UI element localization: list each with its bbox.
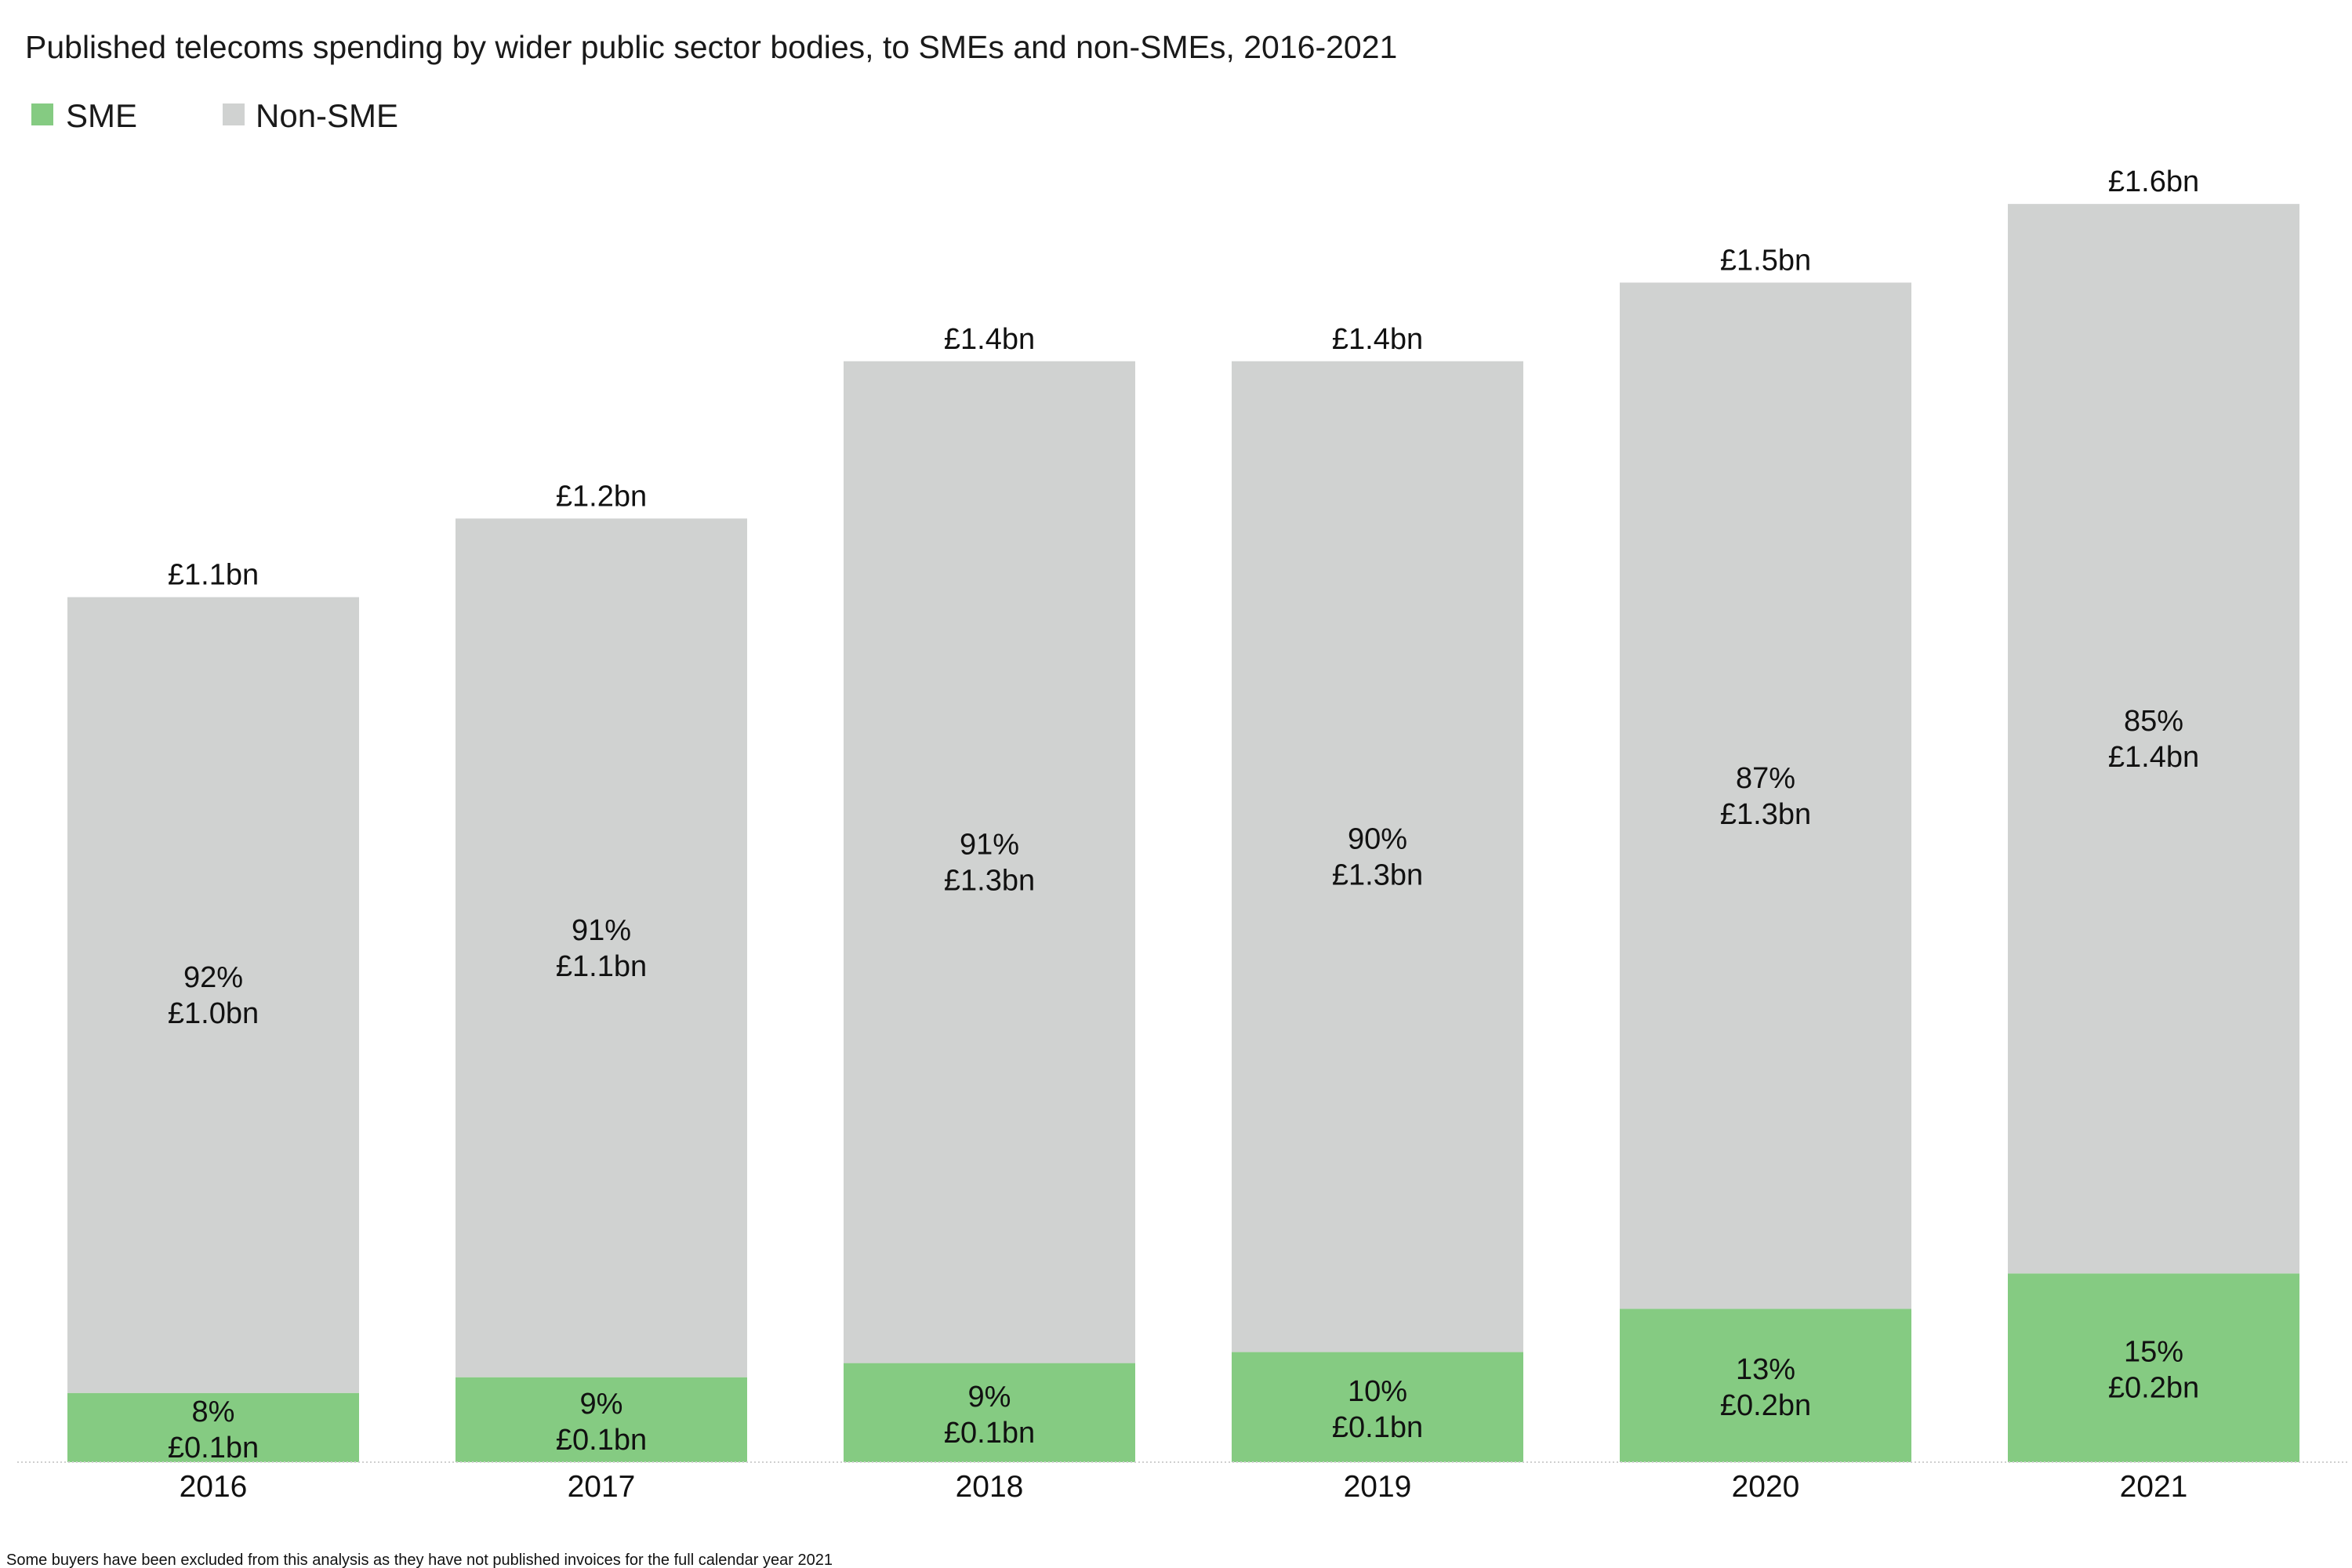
non-sme-pct-label-2020: 87%: [1736, 762, 1795, 795]
sme-pct-label-2019: 10%: [1348, 1375, 1407, 1408]
bar-segment-sme-2020: [1620, 1308, 1911, 1462]
non-sme-pct-label-2016: 92%: [183, 961, 243, 994]
sme-pct-label-2020: 13%: [1736, 1353, 1795, 1386]
footnote: Some buyers have been excluded from this…: [6, 1552, 833, 1568]
total-label-2020: £1.5bn: [1720, 244, 1811, 277]
bar-segment-sme-2019: [1232, 1352, 1523, 1462]
bar-segment-non-sme-2021: [2008, 204, 2299, 1274]
sme-value-label-2017: £0.1bn: [556, 1424, 647, 1457]
x-tick-label-2020: 2020: [1732, 1470, 1800, 1504]
legend: SME Non-SME: [31, 97, 398, 134]
sme-pct-label-2021: 15%: [2124, 1336, 2183, 1369]
non-sme-pct-label-2017: 91%: [572, 914, 631, 947]
legend-swatch-non-sme: [223, 103, 245, 125]
non-sme-value-label-2020: £1.3bn: [1720, 798, 1811, 831]
non-sme-pct-label-2021: 85%: [2124, 705, 2183, 738]
bar-segment-non-sme-2018: [844, 361, 1135, 1363]
sme-pct-label-2017: 9%: [580, 1388, 623, 1421]
non-sme-pct-label-2019: 90%: [1348, 823, 1407, 856]
non-sme-value-label-2016: £1.0bn: [168, 997, 259, 1030]
x-tick-label-2021: 2021: [2120, 1470, 2188, 1504]
total-label-2021: £1.6bn: [2108, 165, 2199, 198]
bar-segment-non-sme-2020: [1620, 282, 1911, 1309]
sme-value-label-2019: £0.1bn: [1332, 1411, 1423, 1444]
sme-value-label-2021: £0.2bn: [2108, 1372, 2199, 1405]
bar-segment-non-sme-2017: [456, 518, 747, 1377]
total-label-2017: £1.2bn: [556, 480, 647, 513]
sme-value-label-2020: £0.2bn: [1720, 1389, 1811, 1422]
bar-segment-sme-2016: [67, 1392, 359, 1462]
chart-title: Published telecoms spending by wider pub…: [25, 29, 1397, 65]
sme-value-label-2016: £0.1bn: [168, 1432, 259, 1465]
non-sme-pct-label-2018: 91%: [960, 829, 1019, 862]
sme-value-label-2018: £0.1bn: [944, 1417, 1035, 1450]
total-label-2016: £1.1bn: [168, 559, 259, 592]
legend-label-sme: SME: [66, 97, 137, 134]
non-sme-value-label-2018: £1.3bn: [944, 865, 1035, 898]
non-sme-value-label-2017: £1.1bn: [556, 950, 647, 983]
x-tick-label-2019: 2019: [1344, 1470, 1412, 1504]
plot-area: 8%£0.1bn92%£1.0bn£1.1bn20169%£0.1bn91%£1…: [67, 165, 2299, 1504]
bar-segment-sme-2021: [2008, 1273, 2299, 1462]
x-tick-label-2018: 2018: [956, 1470, 1024, 1504]
x-tick-label-2017: 2017: [568, 1470, 636, 1504]
non-sme-value-label-2021: £1.4bn: [2108, 741, 2199, 774]
bar-segment-non-sme-2016: [67, 597, 359, 1393]
sme-pct-label-2016: 8%: [192, 1396, 235, 1428]
legend-label-non-sme: Non-SME: [256, 97, 398, 134]
total-label-2018: £1.4bn: [944, 323, 1035, 356]
sme-pct-label-2018: 9%: [968, 1381, 1011, 1414]
x-tick-label-2016: 2016: [180, 1470, 248, 1504]
legend-swatch-sme: [31, 103, 53, 125]
non-sme-value-label-2019: £1.3bn: [1332, 859, 1423, 892]
bar-segment-sme-2017: [456, 1377, 747, 1462]
bar-segment-non-sme-2019: [1232, 361, 1523, 1352]
bar-segment-sme-2018: [844, 1363, 1135, 1462]
total-label-2019: £1.4bn: [1332, 323, 1423, 356]
